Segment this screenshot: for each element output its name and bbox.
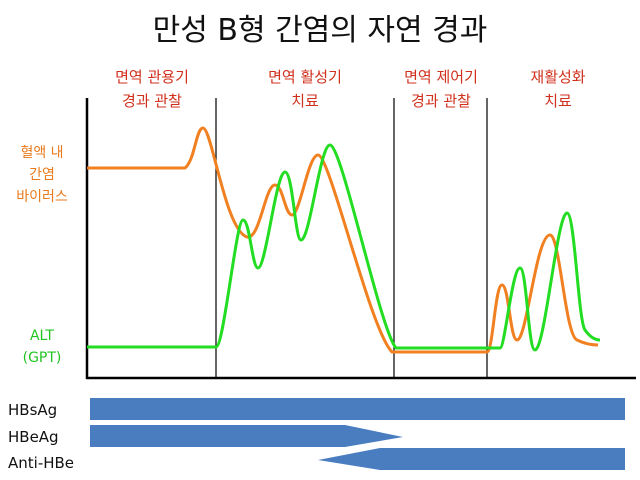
label-line: 간염 xyxy=(29,167,55,183)
alt-curve xyxy=(87,143,601,352)
phase-line: 경과 관찰 xyxy=(411,92,471,110)
phase-line: 면역 관용기 xyxy=(115,68,189,86)
anti-hbe-bar xyxy=(318,448,625,470)
label-line: ALT xyxy=(30,328,54,344)
marker-label: HBeAg xyxy=(8,428,59,446)
phase-line: 면역 제어기 xyxy=(404,68,478,86)
marker-label: HBsAg xyxy=(8,401,57,419)
alt-label: ALT (GPT) xyxy=(23,328,62,366)
label-line: 혈액 내 xyxy=(20,145,63,161)
marker-label: Anti-HBe xyxy=(8,454,74,472)
label-line: (GPT) xyxy=(23,350,62,366)
phase-line: 면역 활성기 xyxy=(268,68,342,86)
title: 만성 B형 간염의 자연 경과 xyxy=(153,13,488,48)
phase-line: 치료 xyxy=(291,92,319,110)
phase-line: 경과 관찰 xyxy=(122,92,182,110)
virus-curve xyxy=(87,126,599,354)
hbsag-bar xyxy=(90,398,625,420)
phase-line: 치료 xyxy=(544,92,572,110)
hbeag-bar xyxy=(90,425,403,447)
phase-line: 재활성화 xyxy=(530,68,585,86)
label-line: 바이러스 xyxy=(16,189,68,205)
